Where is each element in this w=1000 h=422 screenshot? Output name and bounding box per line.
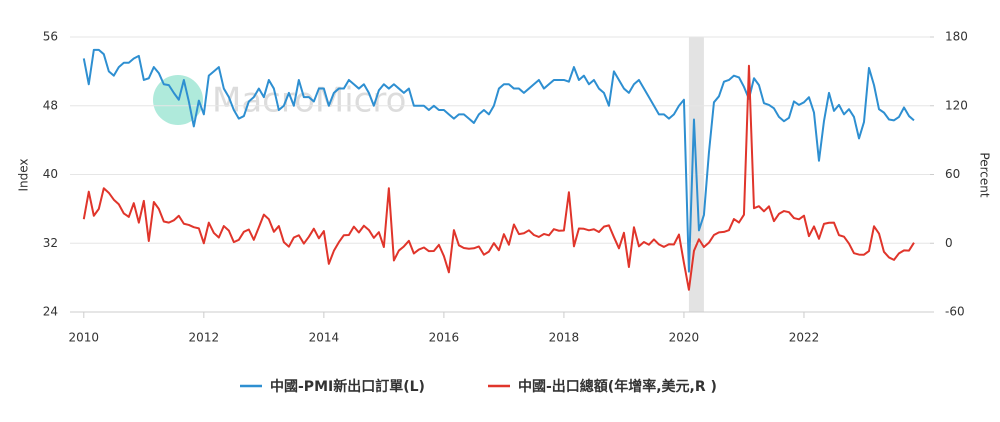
y2-tick-label: 60 bbox=[945, 167, 960, 181]
x-tick-label: 2016 bbox=[429, 331, 460, 345]
y-tick-label: 24 bbox=[43, 305, 58, 319]
y-tick-label: 48 bbox=[43, 98, 58, 112]
series-line bbox=[82, 64, 915, 291]
y-tick-label: 32 bbox=[43, 236, 58, 250]
y-tick-label: 56 bbox=[43, 30, 58, 44]
legend-label: 中國-PMI新出口訂單(L) bbox=[270, 378, 425, 395]
y2-axis-label: Percent bbox=[978, 152, 992, 197]
x-tick-label: 2012 bbox=[189, 331, 220, 345]
y2-tick-label: 120 bbox=[945, 98, 968, 112]
x-tick-label: 2018 bbox=[549, 331, 580, 345]
x-tick-label: 2022 bbox=[789, 331, 820, 345]
legend-label: 中國-出口總額(年增率,美元,R ) bbox=[518, 378, 717, 395]
watermark: MacroMicro bbox=[212, 81, 406, 121]
series-line bbox=[82, 48, 915, 273]
y-tick-label: 40 bbox=[43, 167, 58, 181]
x-tick-label: 2010 bbox=[69, 331, 100, 345]
y2-tick-label: 180 bbox=[945, 30, 968, 44]
y-axis-label: Index bbox=[17, 158, 31, 191]
x-tick-label: 2014 bbox=[309, 331, 340, 345]
y2-tick-label: 0 bbox=[945, 236, 953, 250]
y2-tick-label: -60 bbox=[945, 305, 965, 319]
x-tick-label: 2020 bbox=[669, 331, 700, 345]
